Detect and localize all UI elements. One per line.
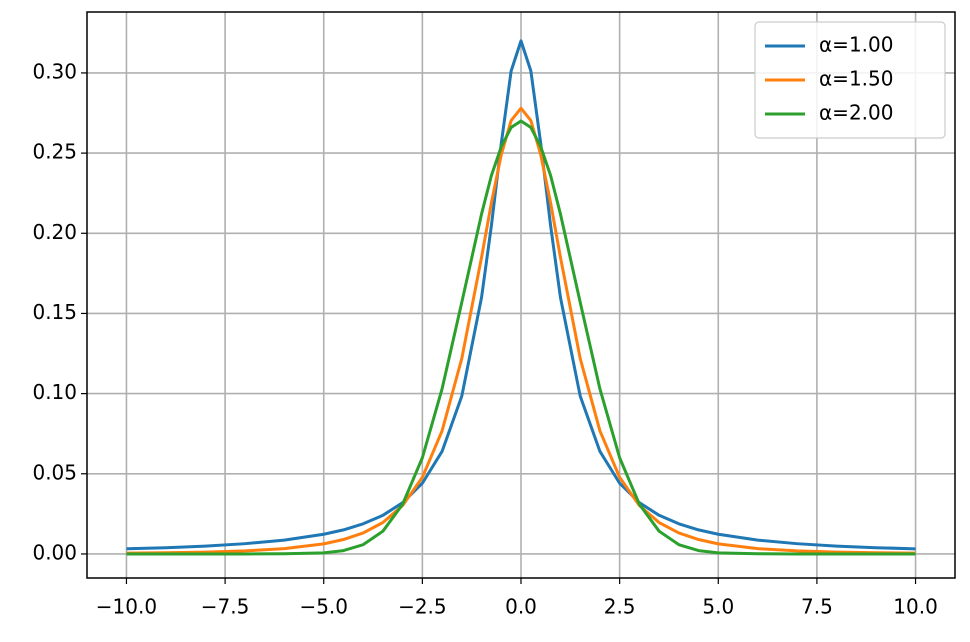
series-line	[126, 106, 916, 555]
legend: α=1.00 α=1.50 α=2.00	[754, 21, 946, 139]
x-tick-label: 7.5	[801, 595, 833, 619]
x-tick-label: −5.0	[299, 595, 348, 619]
x-tick-label: 0.0	[505, 595, 537, 619]
y-tick-label: 0.30	[32, 59, 77, 83]
y-tick-label: 0.25	[32, 140, 77, 164]
y-tick-label: 0.00	[32, 540, 77, 564]
x-tick-label: 10.0	[893, 595, 938, 619]
plot-frame	[86, 11, 956, 579]
y-tick-label: 0.20	[32, 220, 77, 244]
x-tick-label: 5.0	[702, 595, 734, 619]
y-tick-label: 0.05	[32, 460, 77, 484]
x-tick-label: 2.5	[604, 595, 636, 619]
series-line	[126, 39, 916, 551]
y-tick-label: 0.15	[32, 300, 77, 324]
legend-label: α=2.00	[819, 101, 893, 125]
legend-label: α=1.00	[819, 33, 893, 57]
legend-box	[754, 21, 946, 139]
x-tick-label: −2.5	[398, 595, 447, 619]
legend-label: α=1.50	[819, 67, 893, 91]
x-tick-label: −10.0	[96, 595, 157, 619]
series-line	[126, 119, 916, 556]
y-tick-label: 0.10	[32, 380, 77, 404]
x-tick-label: −7.5	[201, 595, 250, 619]
